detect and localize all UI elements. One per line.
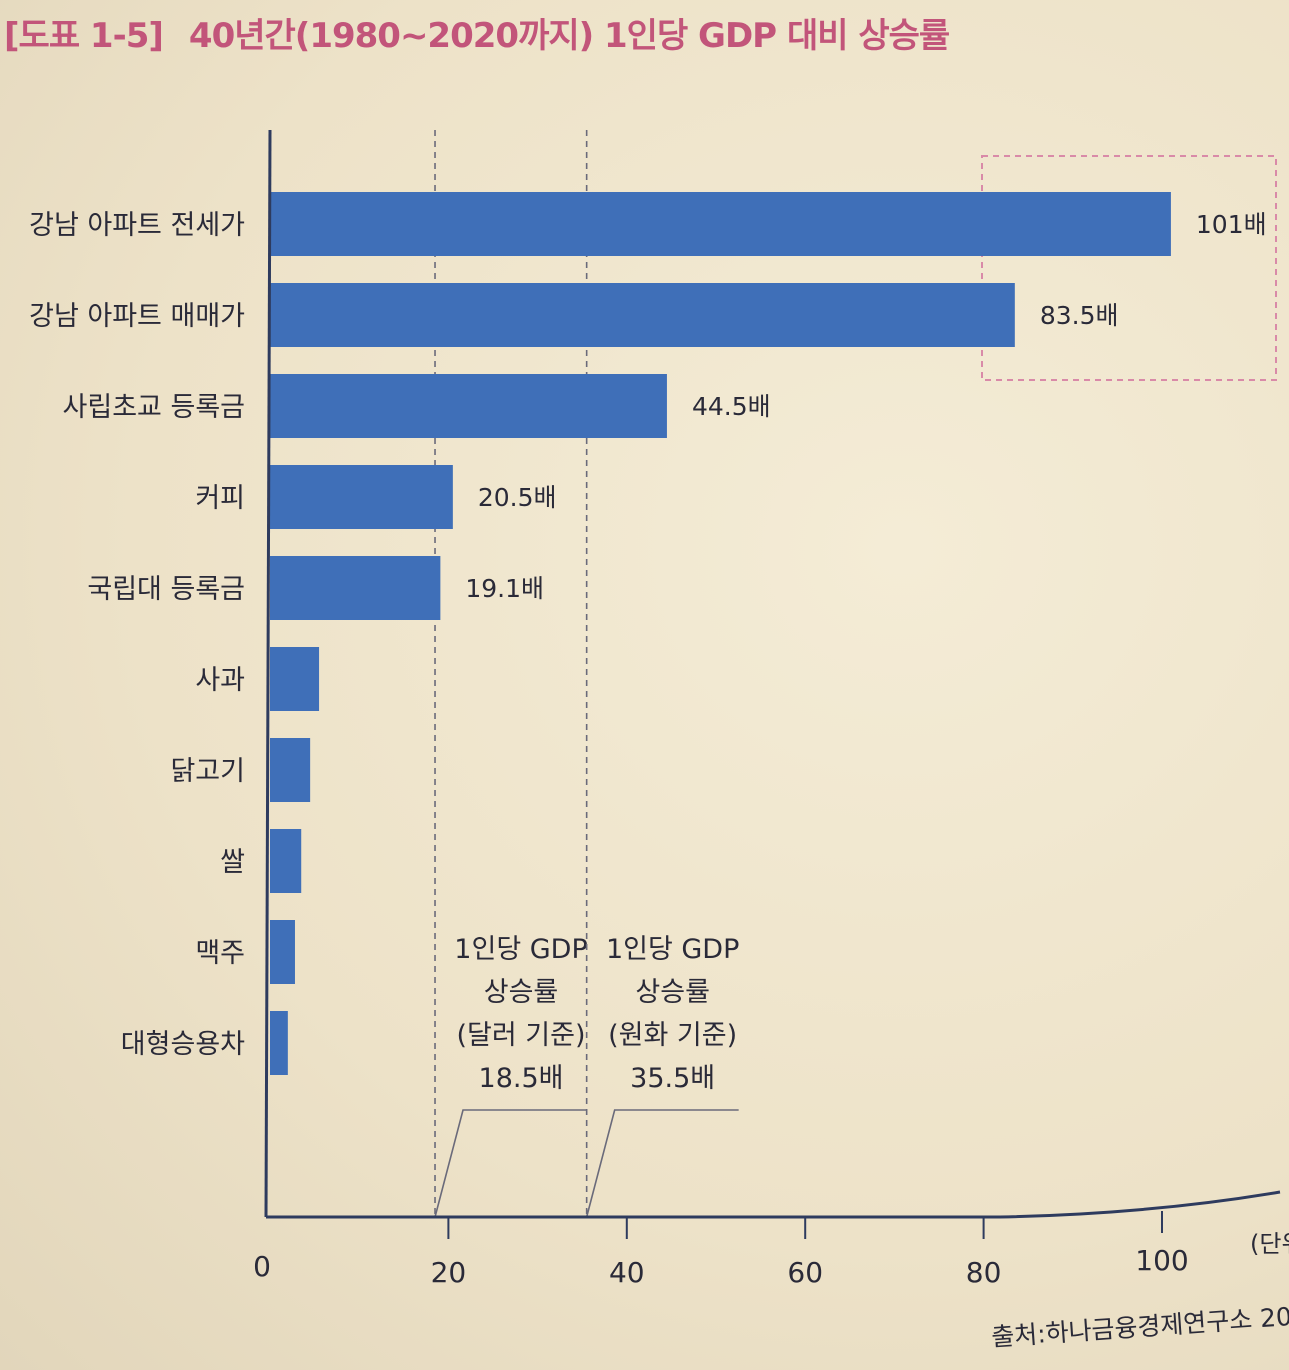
bar-10 (270, 1011, 288, 1075)
highlight-box (981, 155, 1277, 381)
reference-label-2-line-3: (원화 기준) (608, 1020, 737, 1051)
reference-label-2-line-2: 상승률 (635, 977, 710, 1008)
bar-3 (270, 374, 667, 438)
reference-label-1-line-3: (달러 기준) (457, 1020, 586, 1051)
category-label-1: 강남 아파트 전세가 (29, 210, 245, 241)
reference-label-1-line-2: 상승률 (484, 977, 559, 1008)
bar-1 (270, 192, 1171, 256)
bar-2 (270, 283, 1015, 347)
reference-leader-1 (434, 1109, 588, 1218)
category-label-4: 커피 (195, 483, 245, 514)
y-axis (264, 129, 272, 1218)
value-label-1: 101배 (1196, 210, 1267, 239)
category-label-7: 닭고기 (170, 756, 245, 787)
bar-6 (270, 647, 320, 711)
category-label-6: 사과 (195, 665, 245, 696)
category-label-10: 대형승용차 (121, 1029, 245, 1060)
title-text: 40년간(1980~2020까지) 1인당 GDP 대비 상승률 (188, 16, 950, 56)
bar-5 (270, 556, 441, 620)
reference-label-2-line-1: 1인당 GDP (606, 934, 739, 965)
x-axis (266, 1190, 1281, 1219)
value-label-3: 44.5배 (692, 392, 771, 421)
x-tick-label-2: 20 (431, 1256, 467, 1289)
value-label-4: 20.5배 (478, 483, 557, 512)
reference-leader-2 (585, 1109, 739, 1218)
x-tick-label-3: 40 (609, 1256, 645, 1289)
x-unit-label: (단위 (1250, 1230, 1289, 1258)
category-label-8: 쌀 (220, 847, 245, 878)
value-label-2: 83.5배 (1040, 301, 1119, 330)
chart-title: [도표 1-5] 40년간(1980~2020까지) 1인당 GDP 대비 상승률 (4, 8, 950, 57)
bar-9 (270, 920, 295, 984)
bar-8 (270, 829, 302, 893)
value-label-5: 19.1배 (465, 574, 544, 603)
reference-label-1-line-4: 18.5배 (479, 1063, 564, 1094)
x-tick-label-4: 60 (787, 1256, 823, 1289)
reference-label-1-line-1: 1인당 GDP (454, 934, 587, 965)
reference-label-2-line-4: 35.5배 (630, 1063, 715, 1094)
category-label-2: 강남 아파트 매매가 (29, 301, 245, 332)
x-tick-label-1: 0 (253, 1250, 271, 1283)
bar-4 (270, 465, 453, 529)
category-label-9: 맥주 (195, 938, 245, 969)
category-label-3: 사립초교 등록금 (63, 392, 245, 423)
figure-tag: [도표 1-5] (4, 16, 164, 56)
bar-7 (270, 738, 311, 802)
category-label-5: 국립대 등록금 (87, 574, 245, 605)
x-tick-label-5: 80 (966, 1256, 1002, 1289)
x-tick-label-6: 100 (1135, 1244, 1188, 1277)
